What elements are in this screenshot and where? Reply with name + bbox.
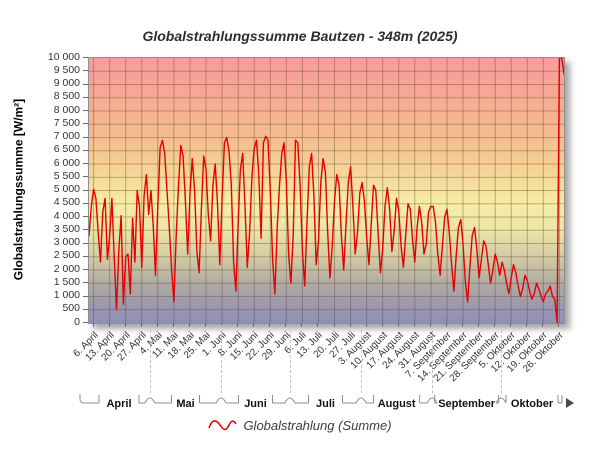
x-tick-mark [333,323,335,327]
y-tick-label: 4 000 [53,209,80,222]
x-tick-mark [429,323,431,327]
x-tick-mark [317,323,319,327]
x-tick-mark [397,323,399,327]
x-tick-mark [108,323,110,327]
y-tick-mark [83,70,88,72]
y-axis-title: Globalstrahlungssumme [W/m²] [11,98,26,281]
y-tick-mark [83,123,88,125]
x-tick-mark [510,323,512,327]
legend: Globalstrahlung (Summe) [0,415,600,435]
y-tick-mark [83,282,88,284]
x-tick-mark [124,323,126,327]
y-tick-label: 9 500 [53,63,80,76]
y-tick-mark [83,216,88,217]
x-tick-mark [365,323,367,327]
y-tick-mark [83,83,88,85]
month-label: Oktober [511,398,554,410]
axis-arrow-icon [566,398,574,408]
x-tick-mark [269,323,271,327]
month-label: April [106,398,131,410]
y-tick-label: 7 000 [53,130,80,142]
y-tick-mark [83,149,88,151]
month-boundary-line [289,325,291,393]
x-tick-mark [542,323,544,327]
y-tick-label: 1 500 [53,275,80,288]
x-tick-mark [140,323,142,327]
y-tick-label: 4 500 [53,196,80,209]
y-tick-mark [83,189,88,191]
month-label: September [438,398,496,410]
month-boundary-line [149,325,151,393]
y-tick-label: 6 500 [53,143,80,156]
y-tick-label: 5 500 [53,169,80,182]
y-tick-label: 6 000 [53,156,80,169]
x-tick-mark [172,323,174,327]
x-tick-mark [349,323,351,327]
y-tick-label: 9 000 [53,77,80,89]
y-tick-mark [83,308,88,310]
series-line [89,58,564,323]
legend-label: Globalstrahlung (Summe) [243,417,392,433]
month-label: August [378,398,416,410]
plot-area [88,57,565,324]
month-label: Juli [316,398,335,410]
y-tick-label: 3 500 [53,222,80,235]
chart-title: Globalstrahlungssumme Bautzen - 348m (20… [142,28,458,44]
y-tick-label: 10 000 [47,50,80,63]
y-tick-mark [83,269,88,270]
y-tick-label: 1 000 [53,289,80,301]
y-tick-label: 7 500 [53,116,80,129]
y-tick-label: 8 000 [53,103,80,116]
x-tick-mark [526,323,528,327]
y-tick-mark [83,255,88,257]
y-tick-mark [83,322,88,323]
y-tick-label: 5 000 [53,183,80,195]
x-tick-mark [478,323,480,327]
y-tick-mark [83,136,88,138]
y-tick-mark [83,163,88,164]
x-tick-mark [558,323,560,327]
x-tick-mark [188,323,190,327]
x-tick-mark [462,323,464,327]
month-label: Mai [176,398,194,410]
x-tick-mark [92,323,94,327]
month-axis: April Mai Juni Juli August September Oktober [79,394,574,410]
y-tick-mark [83,96,88,98]
x-tick-mark [237,323,239,327]
y-tick-mark [83,229,88,231]
x-tick-mark [156,323,158,327]
x-tick-mark [445,323,447,327]
x-tick-mark [413,323,415,327]
x-tick-mark [494,323,496,327]
month-boundary-line [432,325,434,393]
y-tick-mark [83,176,88,178]
y-tick-mark [83,295,88,297]
legend-line-icon [208,420,238,431]
y-tick-label: 2 500 [53,249,80,262]
month-label: Juni [244,398,267,410]
x-tick-mark [301,323,303,327]
month-boundary-line [221,325,223,393]
y-tick-label: 0 [74,315,80,328]
y-tick-label: 500 [62,302,80,315]
month-boundary-line [361,325,363,393]
y-tick-mark [83,202,88,204]
x-tick-mark [381,323,383,327]
month-boundary-line [501,325,503,393]
y-tick-mark [83,242,88,244]
y-tick-mark [83,110,88,111]
y-tick-label: 2 000 [53,262,80,275]
y-tick-mark [83,57,88,58]
x-tick-mark [205,323,207,327]
y-tick-label: 8 500 [53,90,80,103]
x-tick-mark [253,323,255,327]
y-tick-label: 3 000 [53,236,80,248]
x-tick-mark [285,323,287,327]
